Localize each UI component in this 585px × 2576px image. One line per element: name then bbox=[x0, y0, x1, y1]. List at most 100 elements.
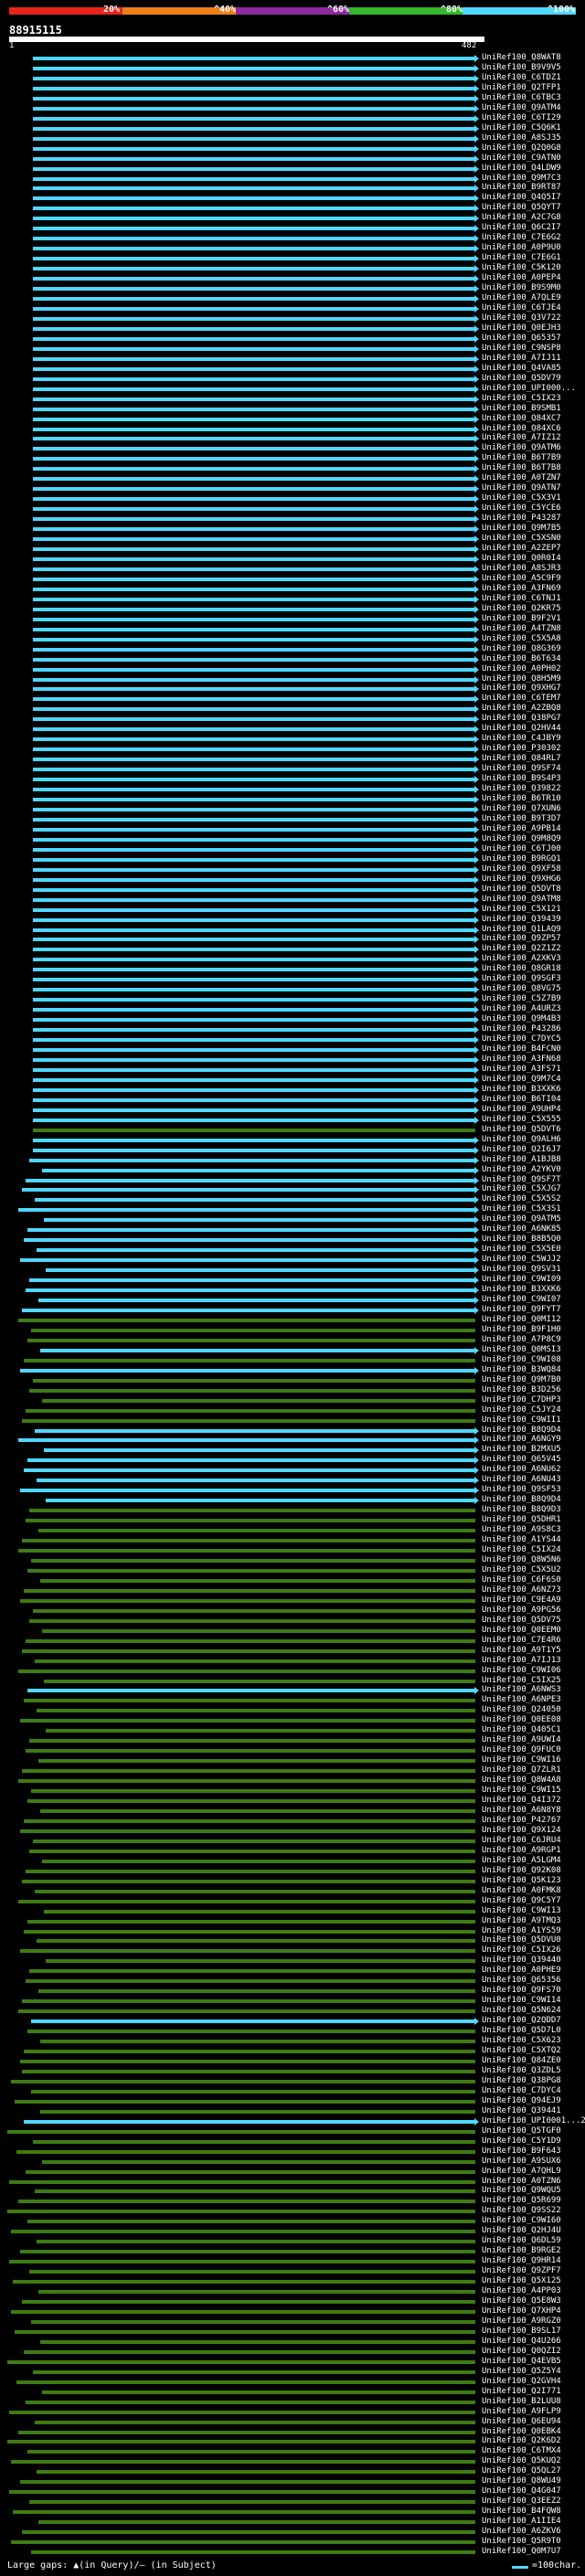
alignment-label[interactable]: UniRef100_C5Y1D9 bbox=[482, 2136, 561, 2146]
alignment-label[interactable]: UniRef100_Q9M4B3 bbox=[482, 1014, 561, 1024]
alignment-label[interactable]: UniRef100_B2MXU5 bbox=[482, 1445, 561, 1455]
alignment-label[interactable]: UniRef100_Q405C1 bbox=[482, 1725, 561, 1735]
alignment-label[interactable]: UniRef100_Q6EU94 bbox=[482, 2416, 561, 2426]
alignment-label[interactable]: UniRef100_UPI0001...2 bbox=[482, 2115, 585, 2125]
alignment-label[interactable]: UniRef100_Q5R699 bbox=[482, 2196, 561, 2206]
alignment-label[interactable]: UniRef100_Q0EJH3 bbox=[482, 323, 561, 333]
alignment-label[interactable]: UniRef100_C5IX25 bbox=[482, 1675, 561, 1685]
alignment-label[interactable]: UniRef100_Q5N624 bbox=[482, 2006, 561, 2016]
alignment-label[interactable]: UniRef100_Q0M7U7 bbox=[482, 2547, 561, 2557]
alignment-label[interactable]: UniRef100_C5X121 bbox=[482, 904, 561, 914]
alignment-label[interactable]: UniRef100_C7E6G1 bbox=[482, 253, 561, 263]
alignment-label[interactable]: UniRef100_Q4U266 bbox=[482, 2336, 561, 2346]
alignment-label[interactable]: UniRef100_C6TBC3 bbox=[482, 92, 561, 102]
alignment-label[interactable]: UniRef100_A5LGM4 bbox=[482, 1855, 561, 1865]
alignment-label[interactable]: UniRef100_Q9FUC0 bbox=[482, 1745, 561, 1755]
alignment-label[interactable]: UniRef100_Q2I771 bbox=[482, 2386, 561, 2396]
alignment-label[interactable]: UniRef100_A2C7G8 bbox=[482, 213, 561, 223]
alignment-label[interactable]: UniRef100_Q9ATN7 bbox=[482, 483, 561, 493]
alignment-label[interactable]: UniRef100_B9RGQ1 bbox=[482, 853, 561, 864]
alignment-label[interactable]: UniRef100_Q7ZLR1 bbox=[482, 1765, 561, 1776]
alignment-label[interactable]: UniRef100_UPI000... bbox=[482, 383, 576, 393]
alignment-label[interactable]: UniRef100_Q65357 bbox=[482, 333, 561, 343]
alignment-label[interactable]: UniRef100_A1BJB8 bbox=[482, 1154, 561, 1164]
alignment-label[interactable]: UniRef100_Q9M7C4 bbox=[482, 1074, 561, 1084]
alignment-label[interactable]: UniRef100_A0FMK8 bbox=[482, 1885, 561, 1895]
alignment-label[interactable]: UniRef100_Q9FYT7 bbox=[482, 1305, 561, 1314]
alignment-label[interactable]: UniRef100_Q4VA85 bbox=[482, 363, 561, 373]
alignment-label[interactable]: UniRef100_B9F1H0 bbox=[482, 1324, 561, 1334]
alignment-label[interactable]: UniRef100_A9UHP4 bbox=[482, 1104, 561, 1114]
alignment-label[interactable]: UniRef100_A6NU62 bbox=[482, 1465, 561, 1475]
alignment-label[interactable]: UniRef100_Q2K6D2 bbox=[482, 2436, 561, 2446]
alignment-label[interactable]: UniRef100_P30302 bbox=[482, 744, 561, 754]
alignment-label[interactable]: UniRef100_P42767 bbox=[482, 1815, 561, 1825]
alignment-label[interactable]: UniRef100_A9RGP1 bbox=[482, 1845, 561, 1855]
alignment-label[interactable]: UniRef100_Q9SGF3 bbox=[482, 974, 561, 984]
alignment-label[interactable]: UniRef100_C5IX24 bbox=[482, 1545, 561, 1555]
alignment-label[interactable]: UniRef100_C9E4A9 bbox=[482, 1595, 561, 1605]
alignment-label[interactable]: UniRef100_Q9SS22 bbox=[482, 2206, 561, 2216]
alignment-label[interactable]: UniRef100_Q5DV75 bbox=[482, 1615, 561, 1625]
alignment-label[interactable]: UniRef100_Q0EE08 bbox=[482, 1715, 561, 1725]
alignment-label[interactable]: UniRef100_C9NSP8 bbox=[482, 343, 561, 353]
alignment-label[interactable]: UniRef100_Q9HR14 bbox=[482, 2256, 561, 2266]
alignment-label[interactable]: UniRef100_Q9SF53 bbox=[482, 1485, 561, 1495]
alignment-label[interactable]: UniRef100_Q2TFP1 bbox=[482, 82, 561, 92]
alignment-label[interactable]: UniRef100_C5X5A8 bbox=[482, 633, 561, 643]
alignment-label[interactable]: UniRef100_A2ZEP7 bbox=[482, 544, 561, 554]
alignment-label[interactable]: UniRef100_A9TMQ3 bbox=[482, 1915, 561, 1925]
alignment-label[interactable]: UniRef100_B3D256 bbox=[482, 1384, 561, 1394]
alignment-label[interactable]: UniRef100_B9SMB1 bbox=[482, 403, 561, 413]
alignment-label[interactable]: UniRef100_A6NPE3 bbox=[482, 1695, 561, 1705]
alignment-label[interactable]: UniRef100_Q2QDD7 bbox=[482, 2016, 561, 2026]
alignment-label[interactable]: UniRef100_Q5KUQ2 bbox=[482, 2456, 561, 2466]
alignment-label[interactable]: UniRef100_C6TI29 bbox=[482, 112, 561, 122]
alignment-label[interactable]: UniRef100_A0TZN7 bbox=[482, 473, 561, 483]
alignment-label[interactable]: UniRef100_C6F6S0 bbox=[482, 1574, 561, 1585]
alignment-label[interactable]: UniRef100_A9UWI4 bbox=[482, 1735, 561, 1745]
alignment-label[interactable]: UniRef100_B9F2V1 bbox=[482, 613, 561, 623]
alignment-label[interactable]: UniRef100_C7DYC5 bbox=[482, 1034, 561, 1044]
alignment-label[interactable]: UniRef100_C5X5S2 bbox=[482, 1194, 561, 1204]
alignment-label[interactable]: UniRef100_B9V9V5 bbox=[482, 62, 561, 72]
alignment-label[interactable]: UniRef100_Q84RL7 bbox=[482, 754, 561, 764]
alignment-label[interactable]: UniRef100_Q39822 bbox=[482, 784, 561, 794]
alignment-label[interactable]: UniRef100_Q5DV79 bbox=[482, 373, 561, 383]
alignment-label[interactable]: UniRef100_C6TEM7 bbox=[482, 694, 561, 704]
alignment-label[interactable]: UniRef100_Q3EEZ2 bbox=[482, 2496, 561, 2507]
alignment-label[interactable]: UniRef100_Q9XHG6 bbox=[482, 874, 561, 884]
alignment-label[interactable]: UniRef100_A3FN68 bbox=[482, 1055, 561, 1064]
alignment-label[interactable]: UniRef100_B4FQW8 bbox=[482, 2507, 561, 2517]
alignment-label[interactable]: UniRef100_A1YS59 bbox=[482, 1925, 561, 1935]
alignment-label[interactable]: UniRef100_C6JRU4 bbox=[482, 1835, 561, 1845]
alignment-label[interactable]: UniRef100_A0PEP4 bbox=[482, 273, 561, 283]
alignment-label[interactable]: UniRef100_C9WI06 bbox=[482, 1665, 561, 1675]
alignment-label[interactable]: UniRef100_A6ZKV6 bbox=[482, 2527, 561, 2537]
alignment-label[interactable]: UniRef100_B8B5Q0 bbox=[482, 1235, 561, 1245]
alignment-label[interactable]: UniRef100_B6T7B9 bbox=[482, 453, 561, 463]
alignment-label[interactable]: UniRef100_Q4Q5I7 bbox=[482, 193, 561, 203]
alignment-label[interactable]: UniRef100_Q0MI12 bbox=[482, 1314, 561, 1324]
alignment-label[interactable]: UniRef100_Q4I372 bbox=[482, 1796, 561, 1806]
alignment-label[interactable]: UniRef100_Q2Q0G8 bbox=[482, 143, 561, 153]
alignment-label[interactable]: UniRef100_A9FLP9 bbox=[482, 2406, 561, 2416]
alignment-label[interactable]: UniRef100_A8SJR3 bbox=[482, 563, 561, 573]
alignment-label[interactable]: UniRef100_C5IX23 bbox=[482, 393, 561, 403]
alignment-label[interactable]: UniRef100_Q4LDW9 bbox=[482, 163, 561, 173]
alignment-label[interactable]: UniRef100_Q38PG7 bbox=[482, 714, 561, 724]
alignment-label[interactable]: UniRef100_C5Q6K1 bbox=[482, 122, 561, 133]
alignment-label[interactable]: UniRef100_Q0QZI2 bbox=[482, 2346, 561, 2356]
alignment-label[interactable]: UniRef100_B3XXK6 bbox=[482, 1084, 561, 1094]
alignment-label[interactable]: UniRef100_Q6DL59 bbox=[482, 2236, 561, 2246]
alignment-label[interactable]: UniRef100_Q5TGF0 bbox=[482, 2125, 561, 2136]
alignment-label[interactable]: UniRef100_B9S4P3 bbox=[482, 774, 561, 784]
alignment-label[interactable]: UniRef100_C9WI16 bbox=[482, 1755, 561, 1765]
alignment-label[interactable]: UniRef100_C9WI60 bbox=[482, 2216, 561, 2226]
alignment-label[interactable]: UniRef100_A9RGZ0 bbox=[482, 2316, 561, 2326]
alignment-label[interactable]: UniRef100_Q5K123 bbox=[482, 1875, 561, 1885]
alignment-label[interactable]: UniRef100_A4TZN8 bbox=[482, 623, 561, 633]
alignment-label[interactable]: UniRef100_Q8H5M9 bbox=[482, 673, 561, 684]
alignment-label[interactable]: UniRef100_C5X3S1 bbox=[482, 1204, 561, 1214]
alignment-label[interactable]: UniRef100_A6NWS3 bbox=[482, 1685, 561, 1695]
